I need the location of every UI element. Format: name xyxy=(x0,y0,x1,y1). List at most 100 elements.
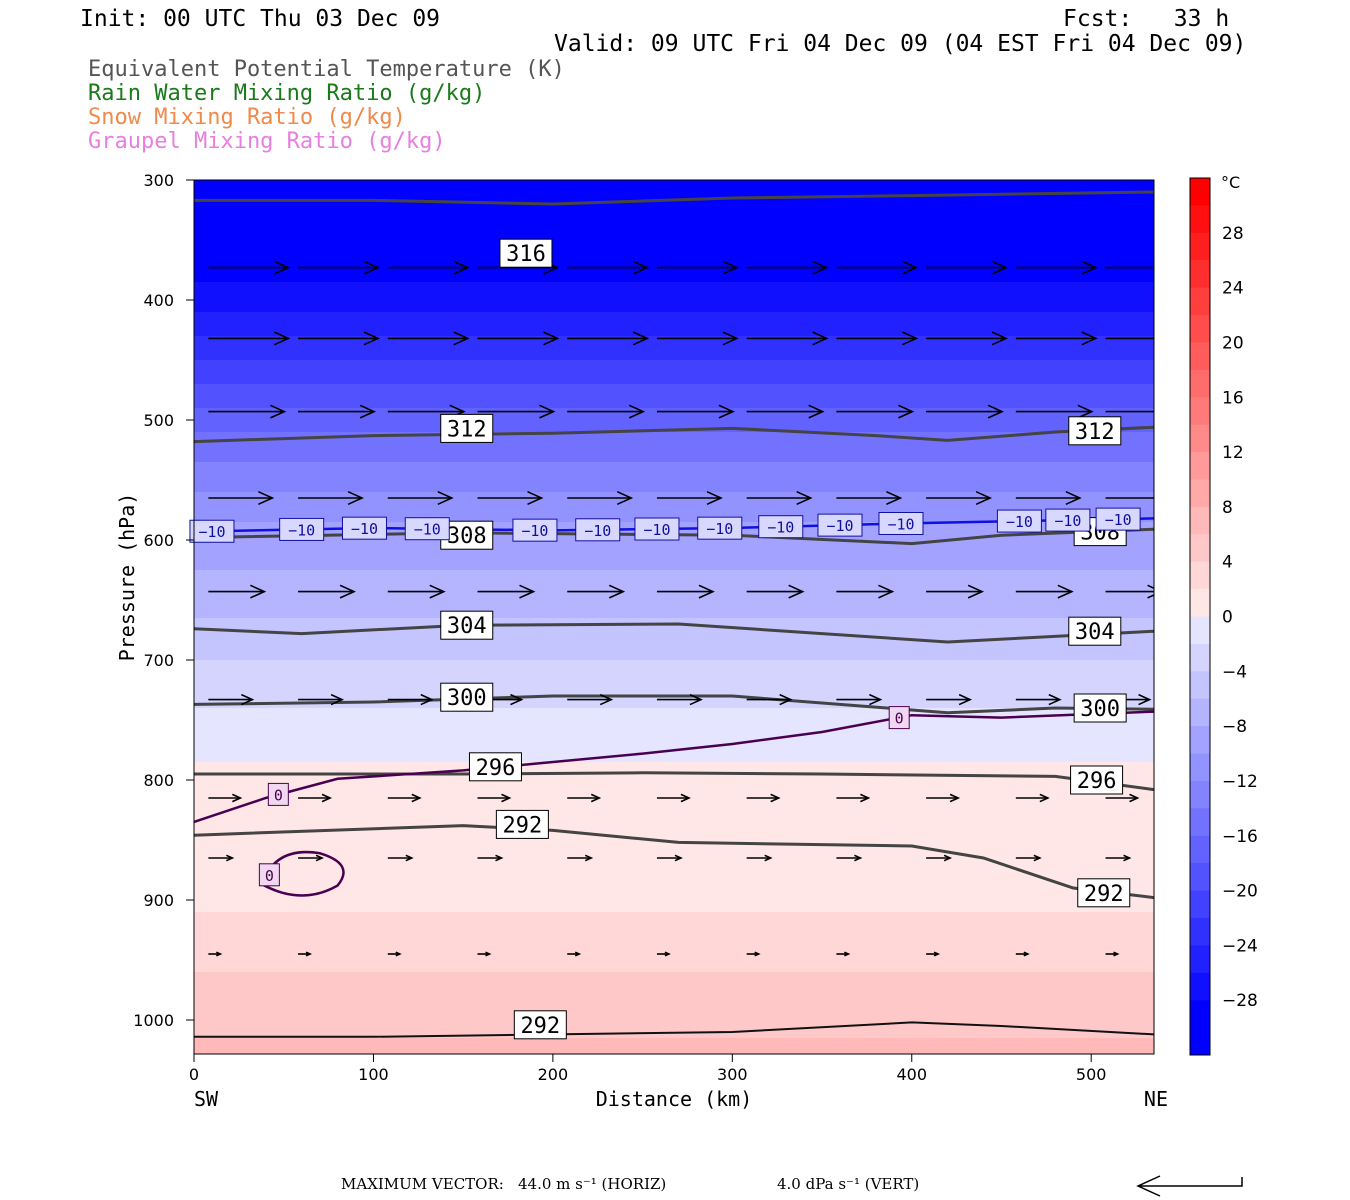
temperature-band xyxy=(194,192,1154,199)
temperature-band xyxy=(194,774,1154,781)
temperature-band xyxy=(194,252,1154,259)
wind-vector-head xyxy=(1048,693,1062,706)
isotherm-minus-10-label: −10 xyxy=(643,521,670,539)
wind-vector-head xyxy=(632,331,650,346)
reference-arrow xyxy=(1136,1175,1243,1197)
temperature-band xyxy=(194,756,1154,763)
temperature-band xyxy=(194,480,1154,487)
wind-vector-head xyxy=(796,490,813,506)
colorbar-tick-label: 20 xyxy=(1222,333,1244,353)
colorbar-swatch xyxy=(1190,397,1210,426)
wind-vector-head xyxy=(1172,261,1186,274)
temperature-band xyxy=(194,288,1154,295)
colorbar-swatch xyxy=(1190,534,1210,563)
temperature-band xyxy=(194,1038,1154,1045)
temperature-band xyxy=(194,216,1154,223)
temperature-band xyxy=(194,348,1154,355)
temperature-band xyxy=(194,468,1154,475)
isotherm-minus-10-label: −10 xyxy=(1054,512,1081,530)
colorbar-swatch xyxy=(1190,479,1210,508)
wind-vector-head xyxy=(1081,260,1098,275)
temperature-band xyxy=(194,654,1154,661)
isotherm-zero-closed xyxy=(260,850,345,897)
wind-vector-head xyxy=(1172,332,1186,345)
temperature-band xyxy=(194,678,1154,685)
temperature-band xyxy=(194,1044,1154,1051)
wind-vector-head xyxy=(1081,331,1098,346)
temperature-band xyxy=(194,240,1154,247)
temperature-band xyxy=(194,582,1154,589)
wind-vector-head xyxy=(539,404,556,419)
wind-vector-head xyxy=(1123,854,1132,862)
temperature-band xyxy=(194,666,1154,673)
temperature-band xyxy=(194,750,1154,757)
wind-vector-head xyxy=(226,854,235,862)
temperature-band xyxy=(194,612,1154,619)
isotherm-label-box xyxy=(996,509,1042,533)
isotherm-label-box xyxy=(697,516,743,540)
colorbar-tick-label: 12 xyxy=(1222,443,1244,463)
temperature-band xyxy=(194,576,1154,583)
temperature-band xyxy=(194,384,1154,391)
colorbar-swatch xyxy=(1190,424,1210,453)
colorbar-tick-label: 16 xyxy=(1222,388,1244,408)
temperature-band xyxy=(194,822,1154,829)
theta-e-contour-300 xyxy=(194,694,1154,715)
isotherm-label-box xyxy=(1045,508,1091,532)
temperature-band xyxy=(194,402,1154,409)
wind-vector-head xyxy=(718,404,735,419)
plot-frame xyxy=(193,179,1155,1055)
temperature-band xyxy=(194,618,1154,625)
colorbar-swatch xyxy=(1190,506,1210,535)
wind-vector-head xyxy=(632,260,650,275)
contour-label-box xyxy=(440,610,494,640)
isotherm-label-box xyxy=(512,518,558,542)
theta-e-contour-304 xyxy=(194,622,1154,644)
colorbar-swatch xyxy=(1190,342,1210,371)
temperature-band xyxy=(194,690,1154,697)
wind-vector-head xyxy=(886,490,903,506)
temperature-band xyxy=(194,966,1154,973)
temperature-band xyxy=(194,372,1154,379)
wind-vector-head xyxy=(1033,854,1042,862)
wind-vector-head xyxy=(405,854,414,862)
temperature-band xyxy=(194,846,1154,853)
legend-rain-water: Rain Water Mixing Ratio (g/kg) xyxy=(88,81,486,106)
wind-vector-head xyxy=(363,331,381,346)
max-vector-label: MAXIMUM VECTOR: xyxy=(341,1175,504,1193)
temperature-band xyxy=(194,462,1154,469)
y-tick-label: 300 xyxy=(143,171,174,190)
wind-vector-head xyxy=(975,490,993,506)
wind-vector-head xyxy=(1168,405,1182,418)
wind-vector-head xyxy=(1129,793,1140,803)
temperature-band xyxy=(194,414,1154,421)
y-axis-label: Pressure (hPa) xyxy=(115,493,139,662)
wind-vector-head xyxy=(958,693,973,706)
wind-vector-head xyxy=(330,693,345,706)
temperature-band xyxy=(194,624,1154,631)
temperature-band xyxy=(194,504,1154,511)
y-tick-label: 400 xyxy=(143,291,174,310)
wind-vector-head xyxy=(1023,951,1030,957)
contour-label-300: 300 xyxy=(447,686,487,711)
colorbar-swatch xyxy=(1190,698,1210,727)
wind-vector-head xyxy=(698,584,715,599)
temperature-band xyxy=(194,816,1154,823)
temperature-band xyxy=(194,336,1154,343)
temperature-band xyxy=(194,672,1154,679)
colorbar-swatch xyxy=(1190,972,1210,1001)
contour-label-296: 296 xyxy=(1077,769,1117,794)
wind-vector-head xyxy=(869,693,883,706)
temperature-band xyxy=(194,906,1154,913)
x-end-label-ne: NE xyxy=(1144,1087,1168,1111)
wind-vector-head xyxy=(722,260,739,275)
colorbar-tick-label: 24 xyxy=(1222,279,1244,299)
wind-vector-head xyxy=(274,331,291,346)
contour-label-304: 304 xyxy=(447,614,487,639)
colorbar-swatch xyxy=(1190,643,1210,672)
x-axis-label: Distance (km) xyxy=(596,1087,753,1111)
x-tick-label: 0 xyxy=(189,1065,199,1084)
wind-vector-head xyxy=(943,854,953,862)
temperature-band xyxy=(194,870,1154,877)
temperature-band xyxy=(194,768,1154,775)
